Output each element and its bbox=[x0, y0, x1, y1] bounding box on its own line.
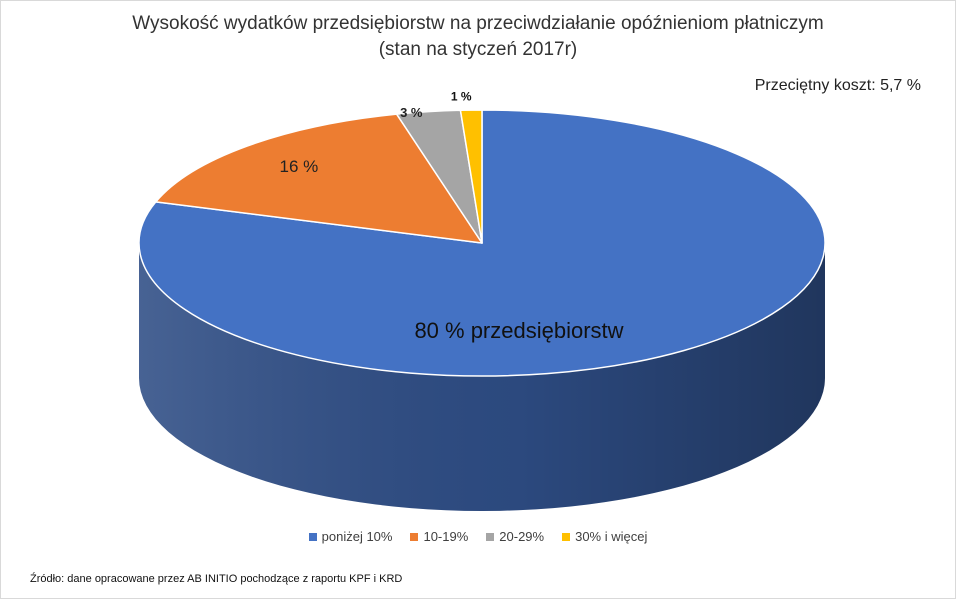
chart-legend: poniżej 10% 10-19% 20-29% 30% i więcej bbox=[1, 529, 955, 544]
pie-chart: 80 % przedsiębiorstw 16 % 3 % 1 % bbox=[138, 89, 826, 511]
legend-item-20-29: 20-29% bbox=[486, 529, 544, 544]
legend-label: 20-29% bbox=[499, 529, 545, 544]
chart-title: Wysokość wydatków przedsiębiorstw na prz… bbox=[132, 13, 824, 34]
pie-data-labels: 80 % przedsiębiorstw 16 % 3 % 1 % bbox=[280, 89, 624, 343]
chart-title-block: Wysokość wydatków przedsiębiorstw na prz… bbox=[1, 11, 955, 63]
data-label-30-i-wi-cej: 1 % bbox=[451, 89, 472, 103]
data-label-10-19: 16 % bbox=[280, 157, 319, 176]
legend-swatch bbox=[486, 532, 495, 541]
legend-swatch bbox=[308, 532, 317, 541]
pie-slice-10-19 bbox=[155, 113, 483, 244]
legend-label: poniżej 10% bbox=[321, 529, 393, 544]
legend-swatch bbox=[410, 532, 419, 541]
legend-item-poni-ej-10: poniżej 10% bbox=[308, 529, 393, 544]
pie-slice-30-i-wi-cej bbox=[459, 109, 483, 244]
legend-label: 10-19% bbox=[423, 529, 469, 544]
chart-subtitle: (stan na styczeń 2017r) bbox=[378, 39, 578, 60]
legend-swatch bbox=[562, 532, 571, 541]
legend-label: 30% i więcej bbox=[575, 529, 648, 544]
source-note: Źródło: dane opracowane przez AB INITIO … bbox=[30, 573, 403, 585]
legend-item-30-i-wi-cej: 30% i więcej bbox=[562, 529, 647, 544]
average-cost-annotation: Przeciętny koszt: 5,7 % bbox=[754, 77, 921, 94]
legend-item-10-19: 10-19% bbox=[410, 529, 468, 544]
data-label-20-29: 3 % bbox=[400, 105, 423, 120]
pie-side-shading bbox=[139, 243, 825, 511]
pie-top-faces bbox=[138, 109, 826, 377]
data-label-poni-ej-10: 80 % przedsiębiorstw bbox=[414, 318, 623, 343]
